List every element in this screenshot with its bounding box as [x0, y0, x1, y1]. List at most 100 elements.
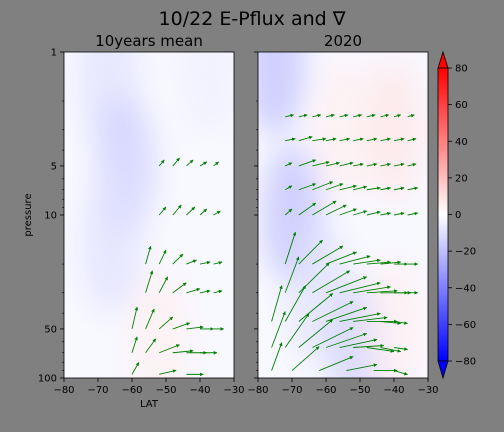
y-tick-label: 5	[51, 161, 57, 172]
flux-vector	[380, 260, 402, 265]
flux-vector	[271, 342, 283, 371]
flux-vector	[145, 338, 157, 354]
flux-vector	[145, 308, 155, 330]
flux-vector	[393, 162, 405, 167]
flux-vector	[325, 183, 344, 191]
flux-vector	[284, 313, 310, 348]
flux-vector	[298, 113, 308, 118]
flux-vector	[325, 251, 357, 265]
flux-vector	[284, 185, 293, 191]
colorbar-tick-label: −40	[455, 283, 476, 294]
flux-vector	[199, 289, 211, 294]
flux-vector	[380, 321, 402, 325]
flux-vector	[353, 113, 362, 118]
flux-vector	[325, 204, 347, 216]
field-patch	[129, 271, 190, 378]
vectors-left	[131, 157, 225, 377]
flux-vector	[312, 200, 337, 216]
flux-vector	[186, 159, 194, 167]
flux-vector	[298, 239, 323, 265]
colorbar-extend-top	[437, 50, 449, 69]
flux-vector	[284, 256, 300, 293]
flux-vector	[298, 202, 317, 216]
flux-vector	[353, 258, 381, 265]
flux-vector	[285, 137, 296, 142]
flux-vector	[172, 253, 184, 265]
colorbar-tick-label: 60	[455, 100, 468, 111]
flux-vector	[325, 306, 368, 322]
y-tick-label: 10	[44, 211, 57, 222]
flux-vector	[172, 204, 182, 216]
flux-vector	[380, 162, 391, 167]
y-axis-label: pressure	[23, 193, 34, 236]
flux-vector	[325, 137, 337, 142]
flux-vector	[353, 185, 368, 191]
flux-vector	[312, 270, 351, 294]
colorbar-tick-label: 20	[455, 173, 468, 184]
flux-vector	[393, 186, 405, 191]
colorbar-extend-bottom	[437, 360, 449, 380]
flux-vector	[172, 282, 187, 294]
flux-vector	[291, 346, 320, 371]
flux-vector	[339, 255, 371, 265]
flux-vector	[353, 316, 388, 322]
vectors-right	[271, 113, 419, 376]
flux-vector	[407, 162, 417, 167]
flux-vector	[339, 312, 381, 322]
flux-vector	[199, 260, 211, 265]
x-tick-label: −30	[417, 385, 438, 396]
panel-10years-mean: 10years mean −80 −70 −60 −50 −40 −30 1 5 10 50 10…	[23, 32, 245, 410]
flux-vector	[353, 162, 364, 167]
flux-vector	[312, 113, 322, 118]
flux-vector	[298, 135, 313, 142]
flux-vector	[186, 206, 196, 216]
field-patch	[180, 52, 234, 135]
flux-vector	[158, 206, 167, 216]
flux-vector	[325, 161, 340, 167]
flux-vector	[285, 113, 294, 118]
flux-vector	[407, 211, 419, 216]
flux-vector	[131, 362, 140, 375]
x-axis-label: LAT	[140, 399, 159, 410]
flux-vector	[325, 332, 368, 348]
flux-vector	[319, 356, 354, 371]
flux-vector	[131, 336, 138, 353]
x-tick-label: −50	[155, 385, 176, 396]
flux-vector	[339, 208, 357, 216]
flux-vector	[366, 162, 378, 167]
flux-vector	[158, 316, 174, 330]
flux-vector	[199, 161, 208, 167]
flux-vector	[159, 369, 177, 375]
y-tick-label: 1	[51, 48, 57, 59]
y-tick-label: 100	[38, 374, 57, 385]
flux-vector	[186, 287, 201, 294]
flux-vector	[312, 245, 344, 265]
flux-vector	[353, 343, 385, 348]
flux-vector	[285, 162, 293, 167]
flux-vector	[145, 245, 152, 265]
x-tick-label: −50	[349, 385, 370, 396]
colorbar: 80 60 40 20 0 −20 −40 −60 −80	[437, 50, 476, 380]
colorbar-tick-label: 80	[455, 64, 468, 75]
y-ticks-left: 1 5 10 50 100	[38, 48, 64, 385]
y-tick-label: 50	[44, 324, 57, 335]
colorbar-tick-label: −20	[455, 247, 476, 258]
flux-vector	[298, 159, 317, 167]
colorbar-tick-label: 40	[455, 137, 468, 148]
flux-vector	[339, 281, 381, 294]
flux-vector	[393, 211, 405, 216]
panel-title-right: 2020	[324, 32, 362, 50]
flux-vector	[407, 137, 417, 142]
colorbar-tick-label: −80	[455, 357, 476, 368]
flux-vector	[213, 161, 219, 167]
flux-vector	[312, 137, 327, 142]
x-tick-label: −80	[53, 385, 74, 396]
colorbar-ticks: 80 60 40 20 0 −20 −40 −60 −80	[448, 64, 476, 368]
flux-vector	[325, 276, 368, 294]
flux-vector	[339, 184, 357, 191]
flux-vector	[380, 347, 402, 353]
flux-vector	[393, 370, 408, 376]
flux-vector	[172, 157, 180, 167]
flux-vector	[353, 285, 391, 294]
